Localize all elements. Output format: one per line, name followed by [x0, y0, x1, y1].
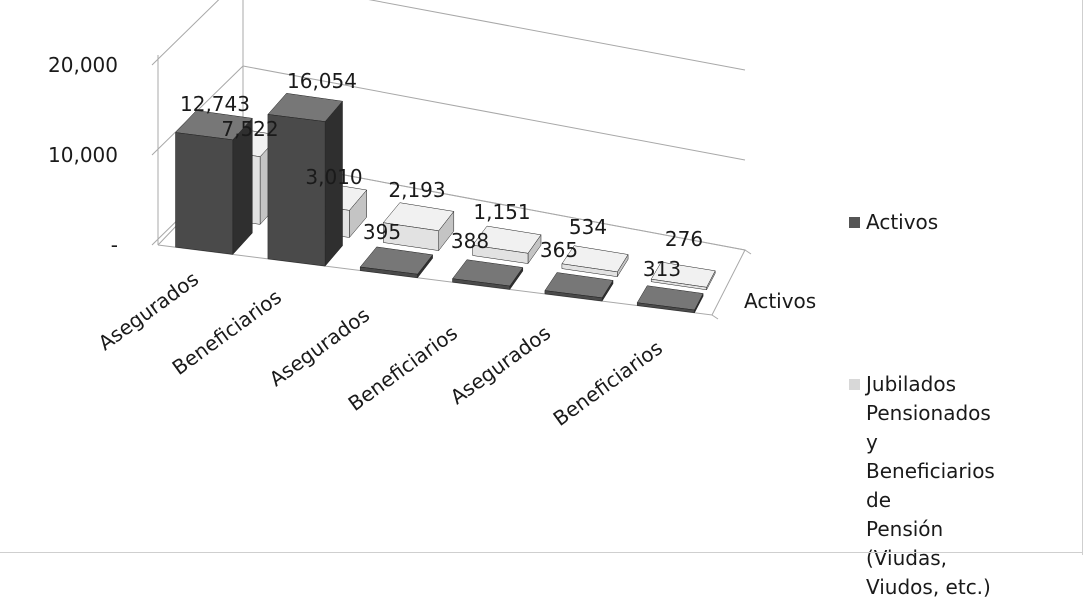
chart: 20,000 10,000 - Activos 7,522 3,010 2,193 1,151… [48, 0, 816, 431]
data-label-jubilados: 3,010 [305, 165, 362, 189]
depth-tick [744, 249, 752, 255]
legend-swatch-activos [849, 217, 860, 228]
data-label-activos: 313 [643, 257, 681, 281]
gridline-side [151, 0, 220, 66]
data-label-activos: 12,743 [180, 92, 250, 116]
bar-jubilados [383, 222, 439, 251]
x-tick-label: Beneficiarios [549, 336, 667, 431]
data-label-jubilados: 2,193 [388, 178, 445, 202]
chart-frame-edge [0, 552, 1083, 553]
bar-activos [544, 290, 603, 302]
bar-jubilados [561, 263, 618, 277]
bar-jubilados [472, 244, 529, 264]
y-tick-label: 10,000 [48, 143, 118, 167]
data-label-activos: 365 [540, 238, 578, 262]
gridline-back [242, 65, 746, 161]
data-label-jubilados: 1,151 [473, 200, 530, 224]
bar-jubilados [650, 278, 707, 291]
legend-label-activos: Activos [866, 210, 939, 234]
x-tick-label: Beneficiarios [344, 321, 462, 416]
data-label-jubilados: 7,522 [221, 117, 278, 141]
bar-activos [359, 266, 418, 279]
y-tick-label: - [111, 233, 118, 257]
gridline-back [368, 0, 746, 71]
chart-plot-area: 20,000 10,000 - Activos 7,522 3,010 2,193 1,151… [48, 0, 816, 431]
depth-tick [711, 314, 719, 320]
y-tick-label: 20,000 [48, 53, 118, 77]
x-tick-label: Asegurados [265, 303, 374, 392]
bar-activos [175, 132, 234, 255]
legend-label-jubilados: Jubilados Pensionados y Beneficiarios de… [866, 372, 995, 599]
data-label-jubilados: 276 [665, 227, 703, 251]
x-tick-label: Beneficiarios [168, 285, 286, 380]
x-tick-label: Asegurados [94, 267, 203, 356]
data-label-activos: 16,054 [287, 69, 357, 93]
data-label-activos: 388 [451, 229, 489, 253]
x-tick-label: Asegurados [446, 321, 555, 410]
legend-swatch-jubilados [849, 379, 860, 390]
depth-axis-label: Activos [744, 289, 816, 313]
bar-activos [636, 302, 695, 314]
bar-activos [452, 278, 511, 290]
bar-activos [267, 114, 326, 267]
data-label-activos: 395 [363, 220, 401, 244]
data-label-jubilados: 534 [569, 215, 607, 239]
